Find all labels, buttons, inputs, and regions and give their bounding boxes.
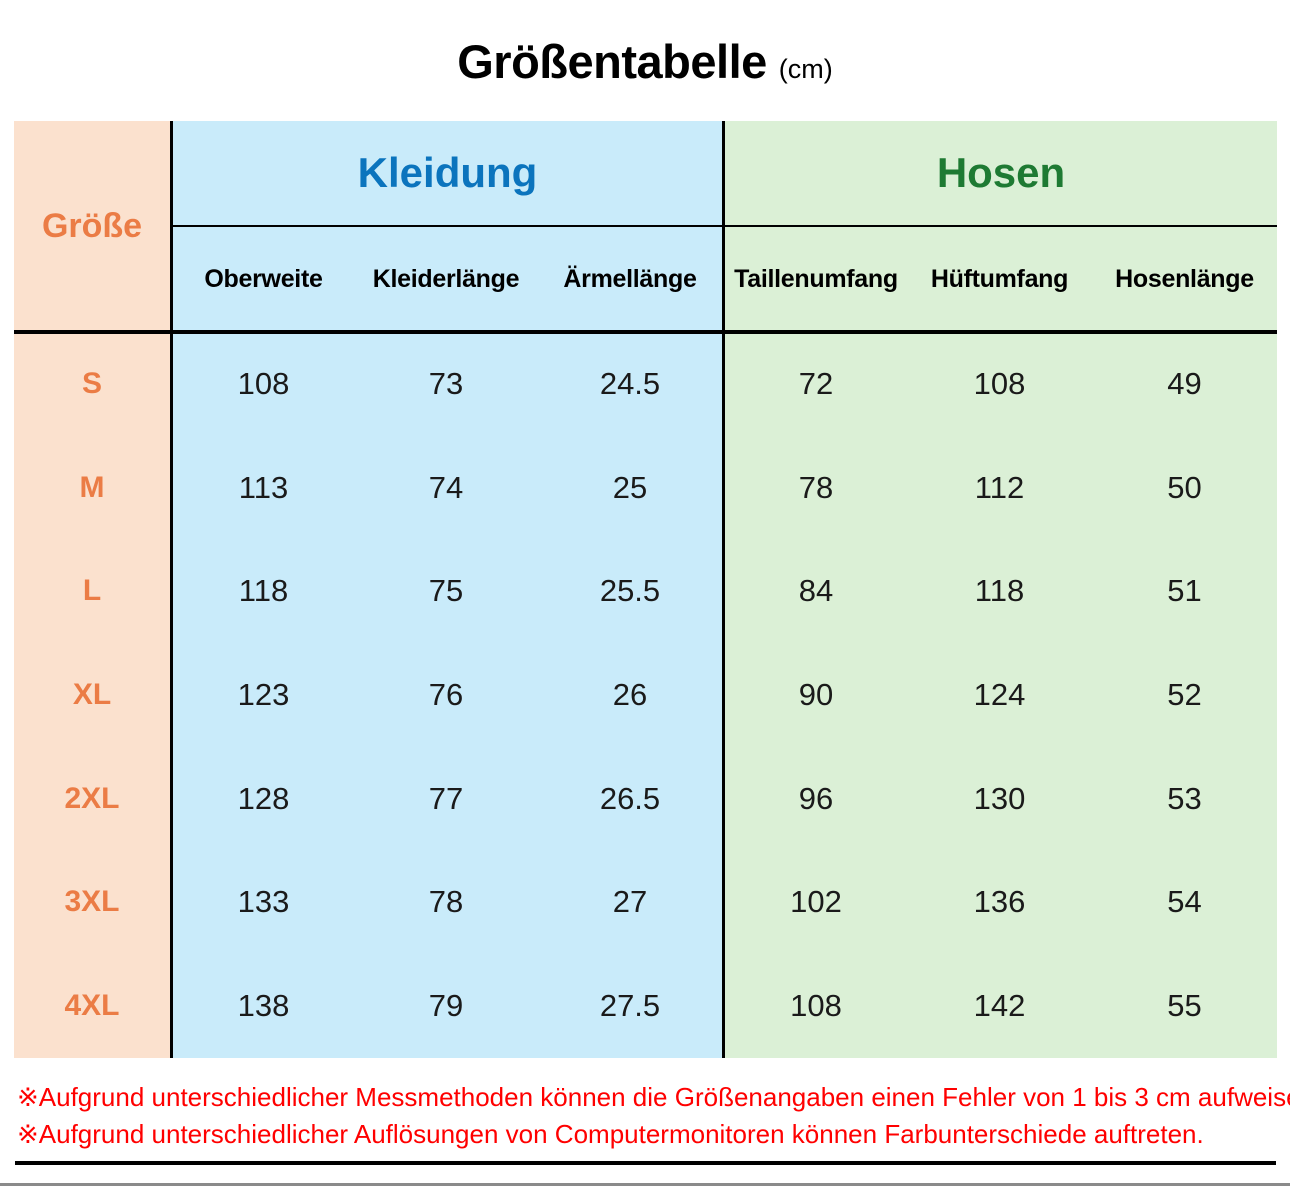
table-cell: 84 (722, 539, 907, 644)
column-header-kleiderlaenge: Kleiderlänge (354, 225, 538, 332)
table-cell: 50 (1092, 435, 1277, 540)
table-cell: 138 (170, 954, 354, 1058)
table-cell: 76 (354, 643, 538, 747)
size-table: Größe Kleidung Hosen Oberweite Kleiderlä… (14, 121, 1277, 1058)
table-cell: 124 (907, 643, 1092, 747)
table-cell: 102 (722, 850, 907, 955)
table-cell: 26.5 (538, 746, 722, 851)
table-cell: 77 (354, 746, 538, 851)
table-cell: 108 (722, 954, 907, 1058)
size-label-m: M (14, 435, 170, 540)
table-cell: 72 (722, 332, 907, 436)
table-cell: 55 (1092, 954, 1277, 1058)
table-cell: 130 (907, 746, 1092, 851)
table-cell: 90 (722, 643, 907, 747)
column-header-hueftumfang: Hüftumfang (907, 225, 1092, 332)
column-header-aermellaenge: Ärmellänge (538, 225, 722, 332)
table-cell: 24.5 (538, 332, 722, 436)
table-cell: 96 (722, 746, 907, 851)
table-cell: 78 (354, 850, 538, 955)
footnote-measurement: ※Aufgrund unterschiedlicher Messmethoden… (17, 1082, 1290, 1112)
table-cell: 123 (170, 643, 354, 747)
table-cell: 78 (722, 435, 907, 540)
table-cell: 128 (170, 746, 354, 851)
size-label-s: S (14, 332, 170, 436)
table-cell: 25.5 (538, 539, 722, 644)
title-text: Größentabelle (457, 35, 767, 88)
header-separator-line (14, 330, 1277, 334)
bottom-rule-black (15, 1161, 1276, 1165)
table-cell: 113 (170, 435, 354, 540)
table-cell: 27 (538, 850, 722, 955)
table-cell: 75 (354, 539, 538, 644)
group-header-hosen: Hosen (722, 121, 1277, 225)
size-label-3xl: 3XL (14, 850, 170, 955)
table-cell: 26 (538, 643, 722, 747)
column-header-taillenumfang: Taillenumfang (722, 225, 907, 332)
bottom-rule-gray (0, 1183, 1290, 1186)
table-cell: 133 (170, 850, 354, 955)
table-cell: 108 (170, 332, 354, 436)
table-cell: 52 (1092, 643, 1277, 747)
size-label-xl: XL (14, 643, 170, 747)
table-cell: 112 (907, 435, 1092, 540)
page-title: Größentabelle (cm) (0, 34, 1290, 89)
table-cell: 118 (170, 539, 354, 644)
table-cell: 142 (907, 954, 1092, 1058)
table-cell: 108 (907, 332, 1092, 436)
table-cell: 49 (1092, 332, 1277, 436)
table-cell: 54 (1092, 850, 1277, 955)
table-cell: 79 (354, 954, 538, 1058)
group-header-kleidung: Kleidung (170, 121, 722, 225)
footnote-color: ※Aufgrund unterschiedlicher Auflösungen … (17, 1119, 1204, 1149)
table-cell: 118 (907, 539, 1092, 644)
table-cell: 74 (354, 435, 538, 540)
size-label-l: L (14, 539, 170, 644)
title-unit: (cm) (778, 54, 833, 84)
table-cell: 51 (1092, 539, 1277, 644)
footnotes: ※Aufgrund unterschiedlicher Messmethoden… (17, 1079, 1290, 1153)
column-header-hosenlaenge: Hosenlänge (1092, 225, 1277, 332)
corner-header-groesse: Größe (14, 121, 170, 332)
size-label-2xl: 2XL (14, 746, 170, 851)
table-cell: 27.5 (538, 954, 722, 1058)
table-cell: 136 (907, 850, 1092, 955)
table-cell: 25 (538, 435, 722, 540)
column-header-oberweite: Oberweite (170, 225, 354, 332)
size-label-4xl: 4XL (14, 954, 170, 1058)
table-cell: 53 (1092, 746, 1277, 851)
table-cell: 73 (354, 332, 538, 436)
